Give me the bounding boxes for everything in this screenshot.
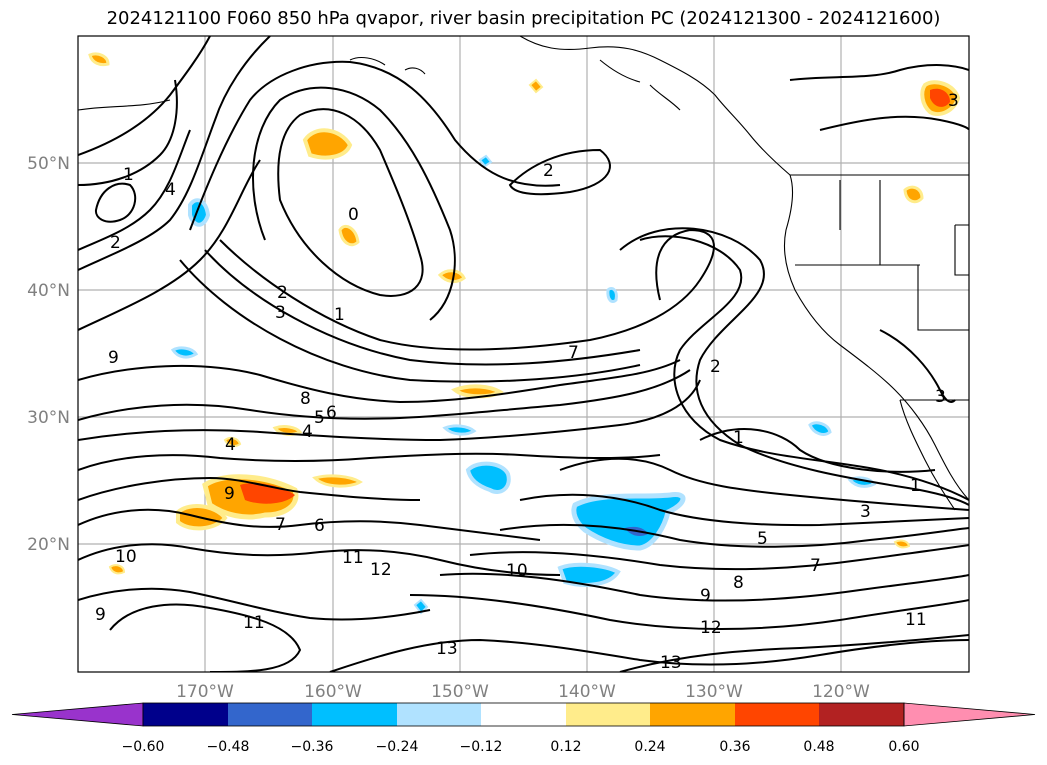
lon-label: 130°W — [685, 682, 743, 702]
contour-label: 4 — [302, 422, 313, 442]
colorbar-tick-label: 0.24 — [634, 739, 665, 755]
colorbar-tick-label: −0.12 — [460, 739, 503, 755]
contour-label: 7 — [810, 556, 821, 576]
colorbar-segment — [397, 703, 481, 726]
contour-label: 12 — [700, 618, 722, 638]
contour-label: 2 — [543, 161, 554, 181]
contour-label: 3 — [948, 91, 959, 111]
graticule — [78, 36, 969, 672]
colorbar-tick-label: −0.36 — [291, 739, 334, 755]
latitude-labels: 50°N 40°N 30°N 20°N — [27, 154, 70, 555]
contour-label: 11 — [243, 613, 265, 633]
contour-label: 2 — [710, 357, 721, 377]
contour-label: 3 — [935, 387, 946, 407]
colorbar-segment — [735, 703, 819, 726]
contour-label: 11 — [905, 610, 927, 630]
contour-label: 1 — [334, 305, 345, 325]
precip-pc-shading — [88, 52, 961, 615]
lat-label: 30°N — [27, 408, 70, 428]
contour-label: 8 — [300, 389, 311, 409]
longitude-labels: 170°W 160°W 150°W 140°W 130°W 120°W — [176, 682, 870, 702]
map-title: 2024121100 F060 850 hPa qvapor, river ba… — [106, 8, 941, 29]
contour-label: 4 — [225, 435, 236, 455]
contour-label: 9 — [95, 605, 106, 625]
colorbar-segment — [650, 703, 735, 726]
colorbar-segment — [481, 703, 566, 726]
colorbar-tick-label: 0.12 — [550, 739, 581, 755]
contour-label: 10 — [506, 561, 528, 581]
contour-label: 1 — [733, 428, 744, 448]
colorbar-extend-right — [903, 702, 1036, 727]
contour-label: 9 — [700, 586, 711, 606]
lat-label: 50°N — [27, 154, 70, 174]
contour-label: 13 — [436, 639, 458, 659]
colorbar-tick-label: 0.60 — [888, 739, 919, 755]
lon-label: 120°W — [812, 682, 870, 702]
colorbar-segment — [566, 703, 650, 726]
contour-label: 7 — [275, 515, 286, 535]
qvapor-contours — [78, 36, 969, 672]
contour-labels: 1 4 2 0 2 2 3 1 9 7 2 8 5 6 4 4 1 9 6 7 … — [95, 91, 959, 673]
contour-label: 0 — [348, 205, 359, 225]
contour-label: 9 — [224, 484, 235, 504]
colorbar-segment — [312, 703, 397, 726]
contour-label: 11 — [342, 548, 364, 568]
lon-label: 150°W — [431, 682, 489, 702]
contour-label: 13 — [660, 653, 682, 673]
map-frame — [77, 35, 970, 673]
contour-label: 9 — [108, 348, 119, 368]
contour-label: 7 — [568, 343, 579, 363]
colorbar: −0.60 −0.48 −0.36 −0.24 −0.12 0.12 0.24 … — [11, 702, 1036, 755]
contour-label: 3 — [860, 502, 871, 522]
contour-label: 3 — [275, 303, 286, 323]
contour-label: 8 — [733, 573, 744, 593]
contour-label: 1 — [123, 165, 134, 185]
contour-label: 2 — [277, 283, 288, 303]
colorbar-tick-label: −0.24 — [376, 739, 419, 755]
colorbar-segment — [143, 703, 228, 726]
contour-label: 6 — [326, 403, 337, 423]
lat-label: 40°N — [27, 281, 70, 301]
colorbar-tick-label: 0.48 — [803, 739, 834, 755]
contour-label: 5 — [757, 529, 768, 549]
colorbar-tick-label: 0.36 — [719, 739, 750, 755]
contour-label: 4 — [165, 180, 176, 200]
contour-label: 12 — [370, 560, 392, 580]
colorbar-tick-label: −0.48 — [207, 739, 250, 755]
contour-label: 2 — [110, 233, 121, 253]
contour-label: 1 — [910, 476, 921, 496]
colorbar-extend-left — [11, 702, 144, 727]
contour-label: 5 — [314, 408, 325, 428]
colorbar-segment — [228, 703, 312, 726]
lon-label: 140°W — [558, 682, 616, 702]
contour-label: 10 — [115, 547, 137, 567]
lat-label: 20°N — [27, 535, 70, 555]
coastlines — [78, 36, 969, 511]
colorbar-segment — [819, 703, 904, 726]
lon-label: 170°W — [176, 682, 234, 702]
colorbar-tick-label: −0.60 — [122, 739, 165, 755]
lon-label: 160°W — [304, 682, 362, 702]
contour-label: 6 — [314, 516, 325, 536]
